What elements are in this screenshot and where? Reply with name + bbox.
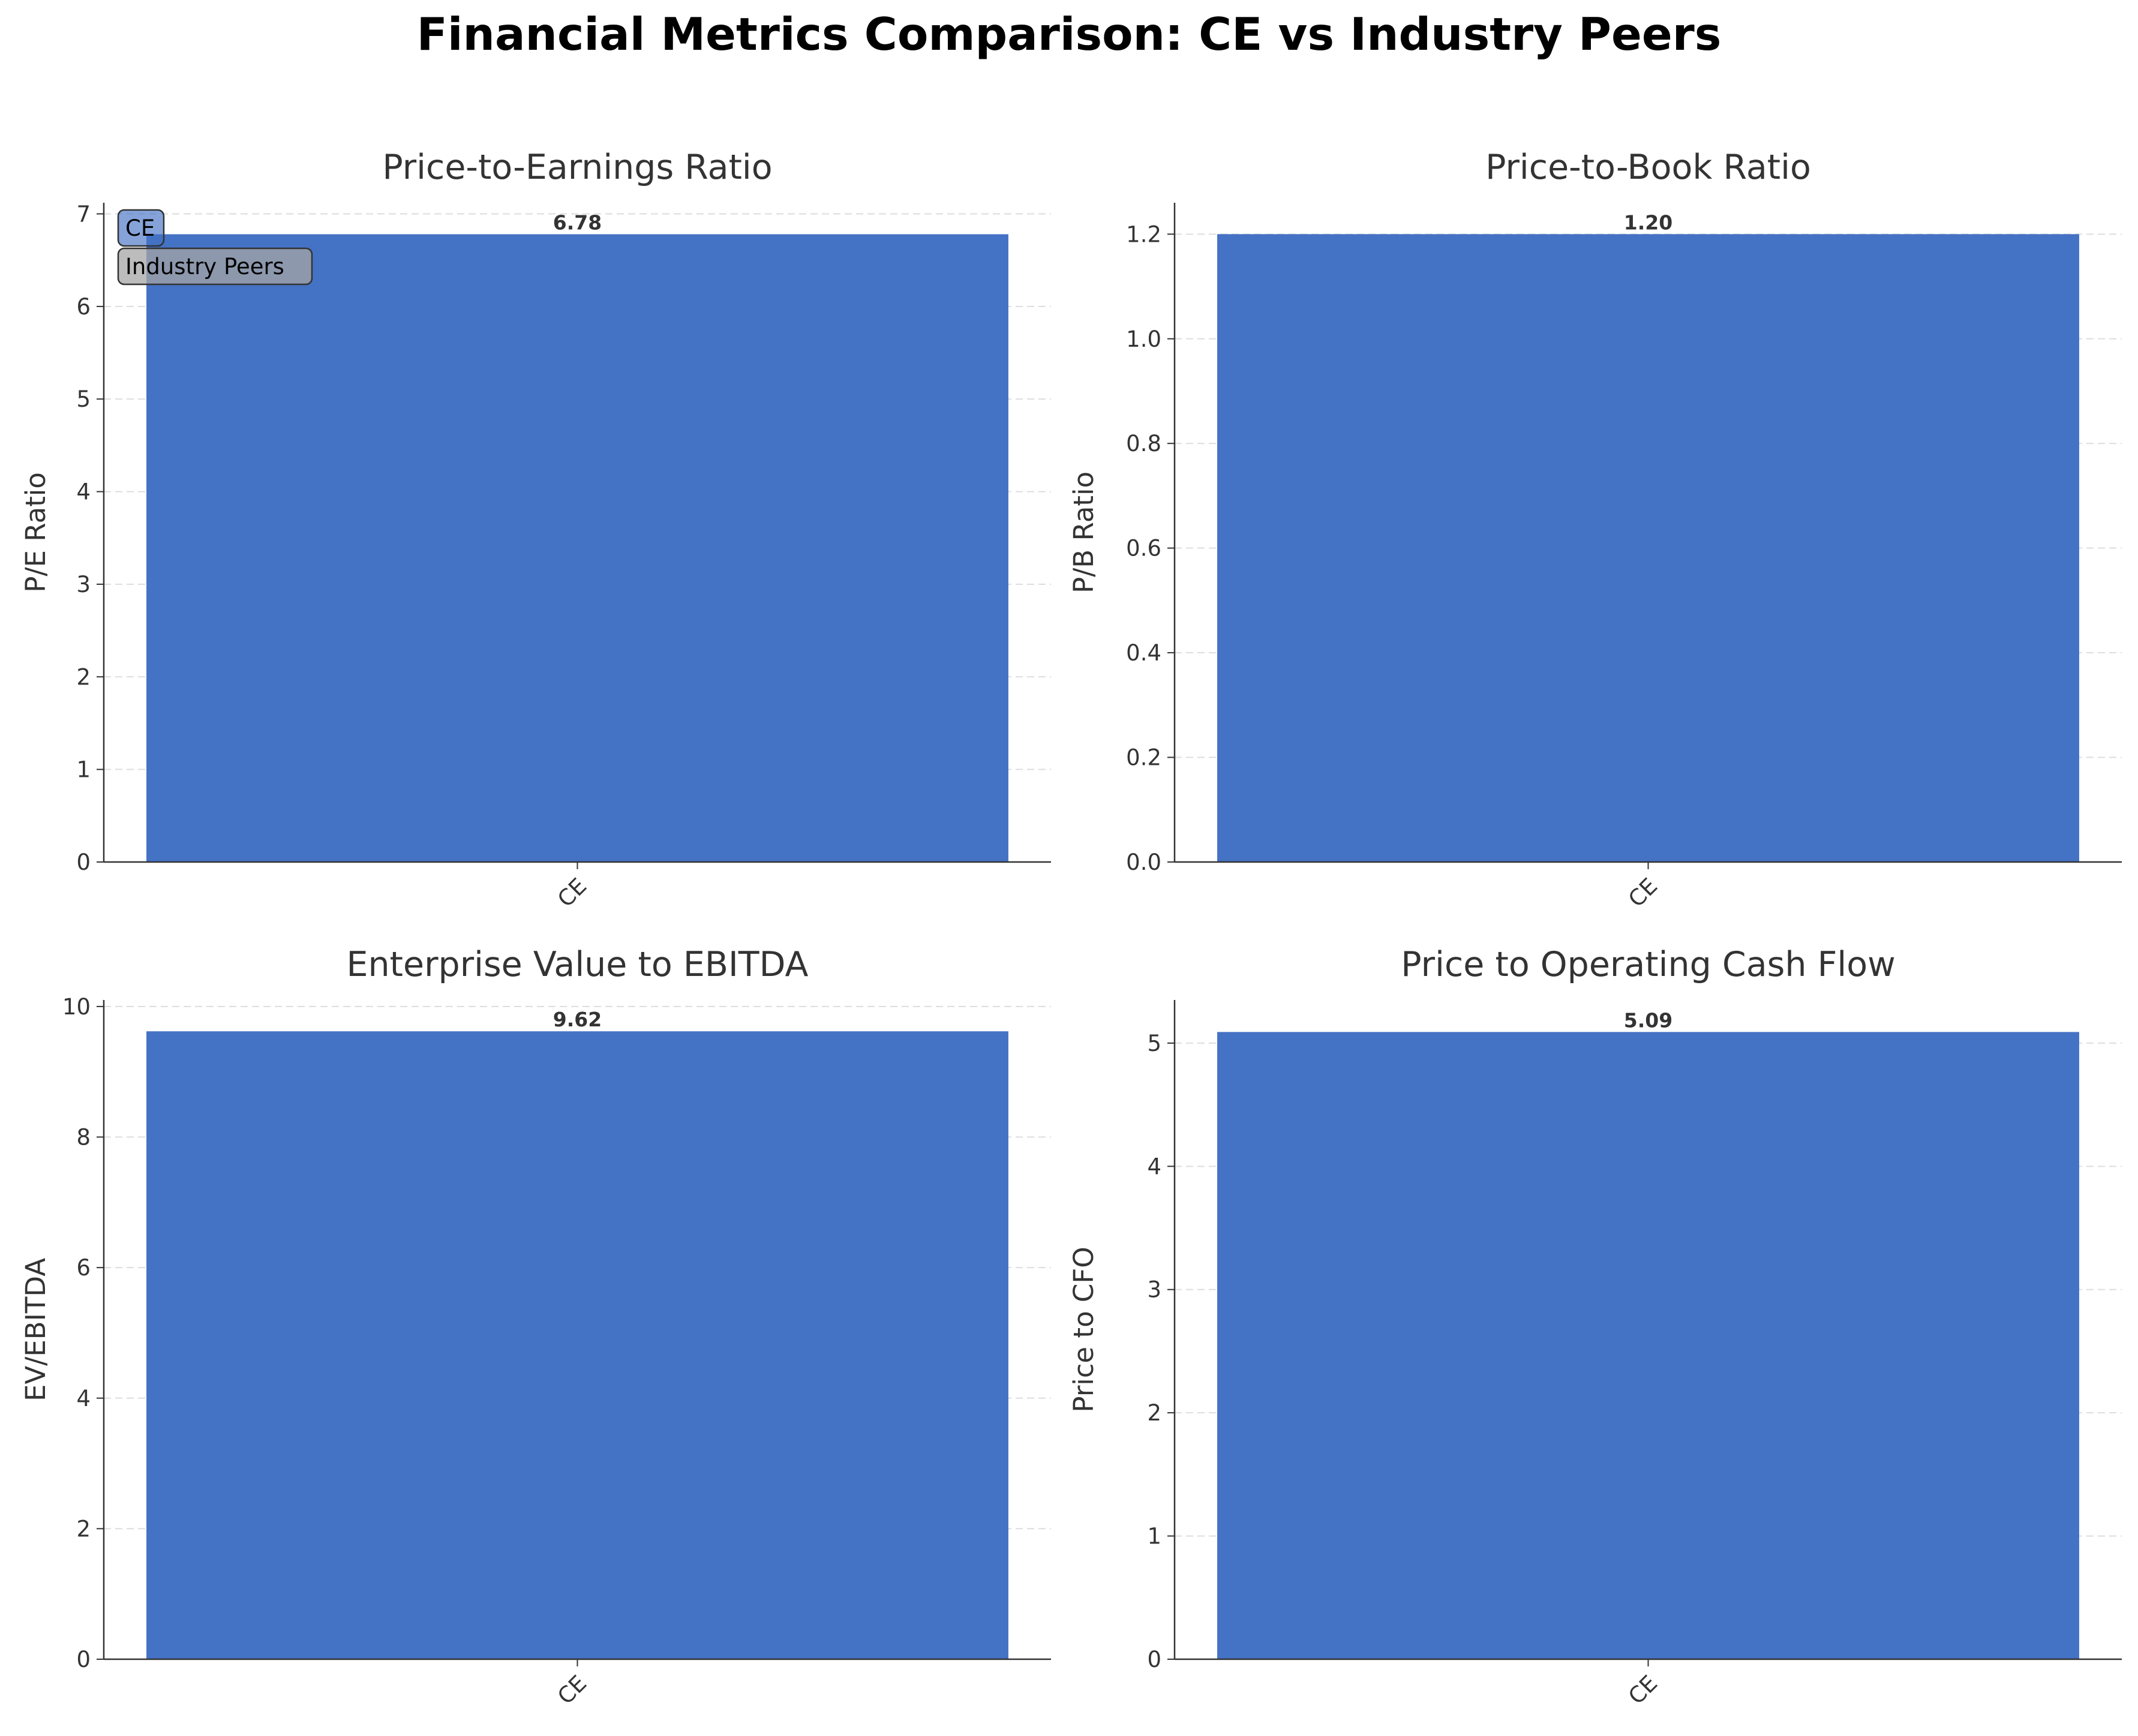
y-tick-label: 3 <box>1147 1277 1161 1303</box>
y-tick-label: 10 <box>62 994 91 1020</box>
bar-ce <box>1217 234 2079 862</box>
bar-ce <box>146 234 1008 862</box>
y-tick-label: 6 <box>76 1255 91 1281</box>
subplot-title: Price-to-Earnings Ratio <box>382 148 772 187</box>
bar-value-label: 1.20 <box>1624 211 1672 234</box>
y-tick-label: 1.2 <box>1126 221 1161 247</box>
y-tick-label: 4 <box>1147 1154 1161 1179</box>
y-tick-label: 8 <box>76 1125 91 1151</box>
y-tick-label: 6 <box>76 294 91 320</box>
bar-value-label: 6.78 <box>553 211 602 234</box>
y-tick-label: 0.2 <box>1126 745 1161 771</box>
y-tick-label: 2 <box>76 664 91 690</box>
y-axis-label: P/B Ratio <box>1068 471 1100 593</box>
bar-value-label: 5.09 <box>1624 1008 1672 1032</box>
subplot-title: Price to Operating Cash Flow <box>1401 945 1895 984</box>
y-tick-label: 1 <box>1147 1524 1161 1549</box>
y-tick-label: 0 <box>1147 1647 1161 1672</box>
y-tick-label: 4 <box>76 1386 91 1411</box>
subplot-2: 0.00.20.40.60.81.01.2 1.20CEPrice-to-Book… <box>1068 148 2122 912</box>
y-axis-label: Price to CFO <box>1068 1247 1100 1412</box>
y-tick-label: 1 <box>76 757 91 783</box>
y-tick-label: 2 <box>1147 1400 1161 1426</box>
bar-value-label: 9.62 <box>553 1008 602 1031</box>
legend: CE Industry Peers <box>117 209 313 286</box>
bar-ce <box>1217 1032 2079 1659</box>
y-tick-label: 1.0 <box>1126 326 1161 352</box>
legend-label: CE <box>125 215 155 241</box>
y-tick-label: 0.4 <box>1126 640 1161 666</box>
y-tick-label: 7 <box>76 202 91 227</box>
y-axis-label: EV/EBITDA <box>20 1258 52 1401</box>
y-tick-label: 0.8 <box>1126 431 1161 456</box>
y-tick-label: 0.0 <box>1126 849 1161 875</box>
bar-ce <box>146 1031 1008 1659</box>
y-tick-label: 3 <box>76 572 91 597</box>
figure-title: Financial Metrics Comparison: CE vs Indu… <box>417 8 1722 61</box>
y-tick-label: 0.6 <box>1126 536 1161 561</box>
subplot-title: Enterprise Value to EBITDA <box>347 945 809 984</box>
charts: 0 1 2 3 4 5 6 7 6.78 CE Price-to-Earnings Ratio P/E… <box>20 148 2122 1710</box>
legend-box-1 <box>117 247 313 286</box>
legend-label: Industry Peers <box>125 254 284 280</box>
y-tick-label: 4 <box>76 479 91 505</box>
legend-box-0 <box>117 209 165 247</box>
y-tick-label: 0 <box>76 849 91 875</box>
y-tick-label: 0 <box>76 1647 91 1672</box>
y-axis-label: P/E Ratio <box>20 472 52 593</box>
subplot-1: 0 1 2 3 4 5 6 7 6.78 CE Price-to-Earnings Ratio P/E… <box>20 148 1051 912</box>
y-tick-label: 5 <box>76 386 91 412</box>
subplot-title: Price-to-Book Ratio <box>1485 148 1811 187</box>
y-tick-label: 2 <box>76 1516 91 1542</box>
y-tick-label: 5 <box>1147 1031 1161 1056</box>
